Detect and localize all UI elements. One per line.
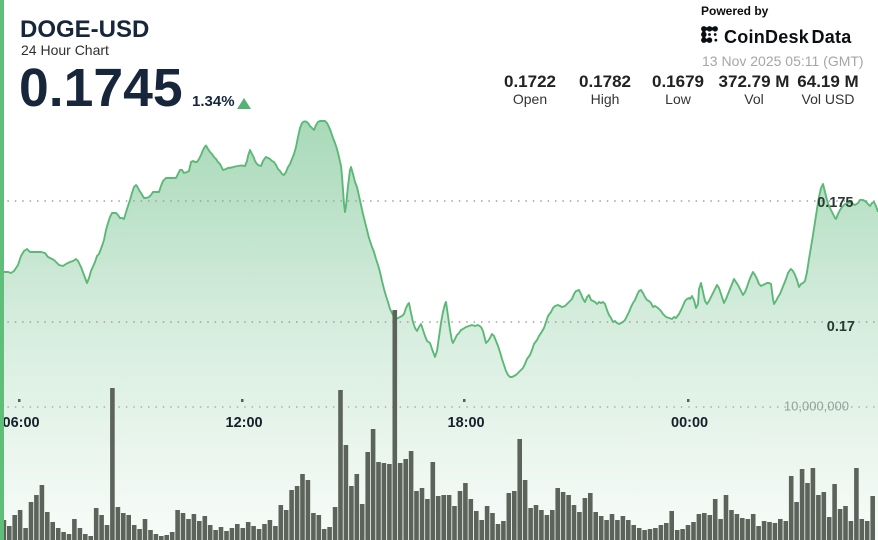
svg-text:0.175: 0.175 (817, 195, 853, 211)
svg-text:0.17: 0.17 (827, 319, 855, 335)
svg-text:00:00: 00:00 (671, 415, 708, 431)
svg-text:18:00: 18:00 (448, 415, 485, 431)
svg-text:12:00: 12:00 (226, 415, 263, 431)
svg-text:06:00: 06:00 (3, 415, 40, 431)
svg-text:10,000,000: 10,000,000 (784, 399, 849, 414)
